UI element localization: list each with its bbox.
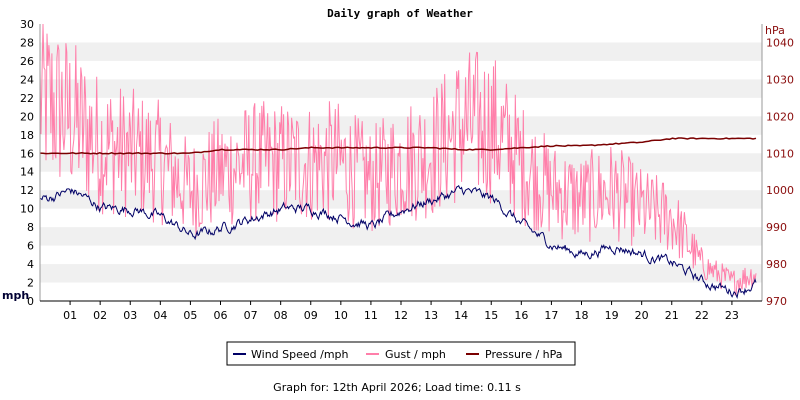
right-axis-unit: hPa xyxy=(765,24,785,37)
grid-band xyxy=(40,153,762,172)
x-tick-label: 03 xyxy=(123,309,137,322)
x-tick-label: 14 xyxy=(454,309,468,322)
left-tick-label: 0 xyxy=(27,295,34,308)
x-tick-label: 18 xyxy=(575,309,589,322)
x-tick-label: 09 xyxy=(304,309,318,322)
x-tick-label: 06 xyxy=(214,309,228,322)
grid-band xyxy=(40,264,762,283)
right-tick-label: 970 xyxy=(766,295,787,308)
right-tick-label: 1000 xyxy=(766,184,794,197)
right-tick-label: 980 xyxy=(766,258,787,271)
left-tick-label: 30 xyxy=(20,18,34,31)
series-wind-line xyxy=(39,185,757,300)
x-tick-label: 01 xyxy=(63,309,77,322)
x-tick-label: 11 xyxy=(364,309,378,322)
x-tick-label: 20 xyxy=(635,309,649,322)
left-tick-label: 18 xyxy=(20,129,34,142)
left-tick-label: 14 xyxy=(20,166,34,179)
left-tick-label: 4 xyxy=(27,258,34,271)
left-tick-label: 2 xyxy=(27,277,34,290)
right-tick-label: 1040 xyxy=(766,36,794,49)
plot-area xyxy=(39,23,757,300)
legend-pressure-label: Pressure / hPa xyxy=(485,348,563,361)
left-tick-label: 28 xyxy=(20,36,34,49)
x-tick-label: 05 xyxy=(183,309,197,322)
x-tick-label: 08 xyxy=(274,309,288,322)
right-tick-label: 990 xyxy=(766,221,787,234)
series-gust-line xyxy=(39,23,757,296)
x-tick-label: 17 xyxy=(544,309,558,322)
x-tick-label: 22 xyxy=(695,309,709,322)
x-tick-label: 07 xyxy=(244,309,258,322)
grid-band xyxy=(40,227,762,246)
right-tick-label: 1020 xyxy=(766,110,794,123)
right-tick-label: 1030 xyxy=(766,73,794,86)
left-tick-label: 16 xyxy=(20,147,34,160)
x-axis-ticks: 01 02 03 04 05 06 07 08 09 10 11 12 13 14 15 16 17 18 19 20… xyxy=(63,301,739,322)
footer-status: Graph for: 12th April 2026; Load time: 0… xyxy=(273,381,521,394)
right-tick-label: 1010 xyxy=(766,147,794,160)
x-tick-label: 21 xyxy=(665,309,679,322)
x-tick-label: 12 xyxy=(394,309,408,322)
left-tick-label: 26 xyxy=(20,55,34,68)
x-tick-label: 13 xyxy=(424,309,438,322)
right-axis-ticks: 970 980 990 1000 1010 1020 1030 1040 xyxy=(766,36,794,308)
grid-band xyxy=(40,42,762,61)
chart-title: Daily graph of Weather xyxy=(327,7,473,20)
x-tick-label: 23 xyxy=(725,309,739,322)
left-tick-label: 20 xyxy=(20,110,34,123)
x-tick-label: 04 xyxy=(153,309,167,322)
x-tick-label: 16 xyxy=(514,309,528,322)
left-tick-label: 10 xyxy=(20,203,34,216)
series-pressure-line xyxy=(39,137,757,155)
left-tick-label: 8 xyxy=(27,221,34,234)
grid-band xyxy=(40,116,762,135)
x-tick-label: 02 xyxy=(93,309,107,322)
left-axis-unit: mph xyxy=(2,289,29,302)
grid-band xyxy=(40,79,762,98)
legend-box xyxy=(226,341,576,366)
left-tick-label: 24 xyxy=(20,73,34,86)
legend: Wind Speed /mph Gust / mph Pressure / hP… xyxy=(226,341,576,366)
grid-bands xyxy=(40,42,762,283)
left-tick-label: 6 xyxy=(27,240,34,253)
left-tick-label: 22 xyxy=(20,92,34,105)
x-tick-label: 15 xyxy=(484,309,498,322)
legend-wind-label: Wind Speed /mph xyxy=(251,348,349,361)
left-tick-label: 12 xyxy=(20,184,34,197)
x-tick-label: 19 xyxy=(605,309,619,322)
x-tick-label: 10 xyxy=(334,309,348,322)
legend-gust-label: Gust / mph xyxy=(385,348,446,361)
